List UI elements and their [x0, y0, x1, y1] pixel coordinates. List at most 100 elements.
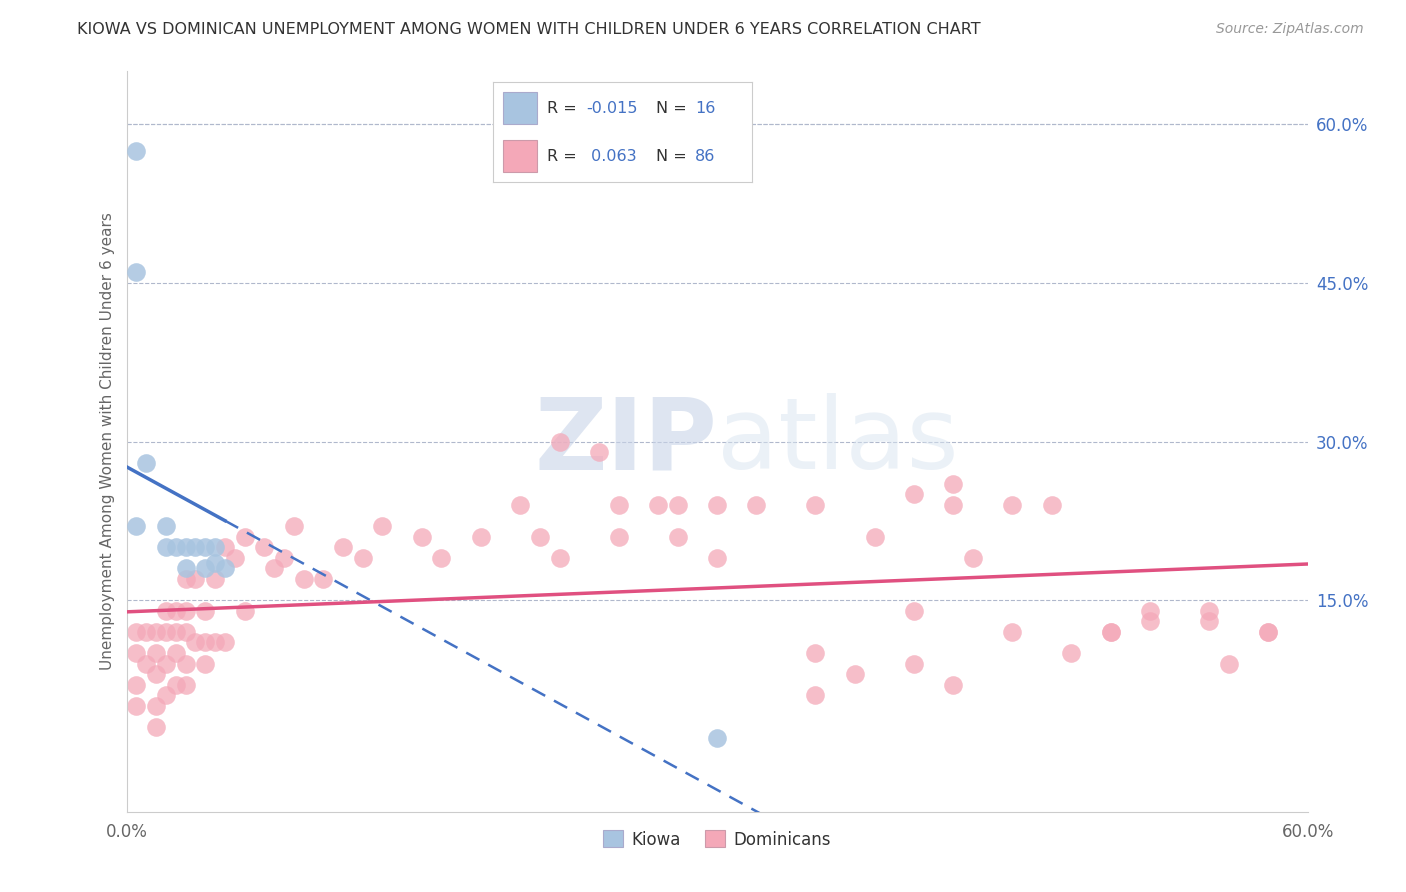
Point — [184, 635, 207, 649]
Point — [204, 556, 226, 570]
Point — [1040, 498, 1063, 512]
Point — [1001, 498, 1024, 512]
Point — [233, 530, 256, 544]
Point — [224, 550, 246, 565]
Point — [135, 456, 157, 470]
Point — [844, 667, 866, 681]
Point — [165, 541, 187, 555]
Point — [263, 561, 285, 575]
Point — [145, 720, 167, 734]
Point — [903, 657, 925, 671]
Point — [125, 624, 148, 639]
Point — [706, 498, 728, 512]
Point — [184, 541, 207, 555]
Point — [214, 561, 236, 575]
Point — [962, 550, 984, 565]
Point — [253, 541, 276, 555]
Point — [1099, 624, 1122, 639]
Point — [804, 498, 827, 512]
Point — [292, 572, 315, 586]
Point — [165, 646, 187, 660]
Point — [1198, 615, 1220, 629]
Point — [155, 519, 177, 533]
Point — [588, 445, 610, 459]
Point — [125, 265, 148, 279]
Point — [548, 434, 571, 449]
Point — [283, 519, 305, 533]
Point — [194, 541, 217, 555]
Point — [194, 561, 217, 575]
Point — [706, 731, 728, 745]
Point — [174, 678, 197, 692]
Point — [214, 635, 236, 649]
Point — [332, 541, 354, 555]
Point — [509, 498, 531, 512]
Point — [125, 646, 148, 660]
Point — [647, 498, 669, 512]
Point — [430, 550, 453, 565]
Point — [145, 698, 167, 713]
Point — [145, 646, 167, 660]
Legend: Kiowa, Dominicans: Kiowa, Dominicans — [596, 823, 838, 855]
Point — [194, 604, 217, 618]
Point — [233, 604, 256, 618]
Point — [666, 498, 689, 512]
Point — [184, 572, 207, 586]
Point — [903, 604, 925, 618]
Point — [135, 624, 157, 639]
Point — [155, 604, 177, 618]
Point — [145, 624, 167, 639]
Point — [165, 604, 187, 618]
Point — [1001, 624, 1024, 639]
Point — [214, 541, 236, 555]
Point — [125, 698, 148, 713]
Point — [145, 667, 167, 681]
Text: Source: ZipAtlas.com: Source: ZipAtlas.com — [1216, 22, 1364, 37]
Point — [125, 519, 148, 533]
Point — [165, 624, 187, 639]
Point — [204, 572, 226, 586]
Point — [470, 530, 492, 544]
Point — [1060, 646, 1083, 660]
Point — [942, 678, 965, 692]
Point — [706, 550, 728, 565]
Point — [942, 476, 965, 491]
Point — [548, 550, 571, 565]
Point — [174, 561, 197, 575]
Point — [745, 498, 768, 512]
Point — [204, 635, 226, 649]
Point — [863, 530, 886, 544]
Point — [155, 624, 177, 639]
Point — [174, 541, 197, 555]
Point — [607, 530, 630, 544]
Point — [607, 498, 630, 512]
Point — [155, 689, 177, 703]
Point — [125, 678, 148, 692]
Point — [903, 487, 925, 501]
Point — [942, 498, 965, 512]
Point — [165, 678, 187, 692]
Point — [194, 657, 217, 671]
Point — [666, 530, 689, 544]
Point — [371, 519, 394, 533]
Point — [174, 572, 197, 586]
Point — [411, 530, 433, 544]
Point — [1218, 657, 1240, 671]
Point — [194, 635, 217, 649]
Point — [135, 657, 157, 671]
Point — [1198, 604, 1220, 618]
Point — [155, 541, 177, 555]
Point — [1139, 615, 1161, 629]
Point — [352, 550, 374, 565]
Point — [273, 550, 295, 565]
Point — [312, 572, 335, 586]
Point — [529, 530, 551, 544]
Text: atlas: atlas — [717, 393, 959, 490]
Point — [804, 646, 827, 660]
Point — [204, 541, 226, 555]
Point — [125, 144, 148, 158]
Point — [1257, 624, 1279, 639]
Point — [174, 657, 197, 671]
Text: KIOWA VS DOMINICAN UNEMPLOYMENT AMONG WOMEN WITH CHILDREN UNDER 6 YEARS CORRELAT: KIOWA VS DOMINICAN UNEMPLOYMENT AMONG WO… — [77, 22, 981, 37]
Point — [174, 604, 197, 618]
